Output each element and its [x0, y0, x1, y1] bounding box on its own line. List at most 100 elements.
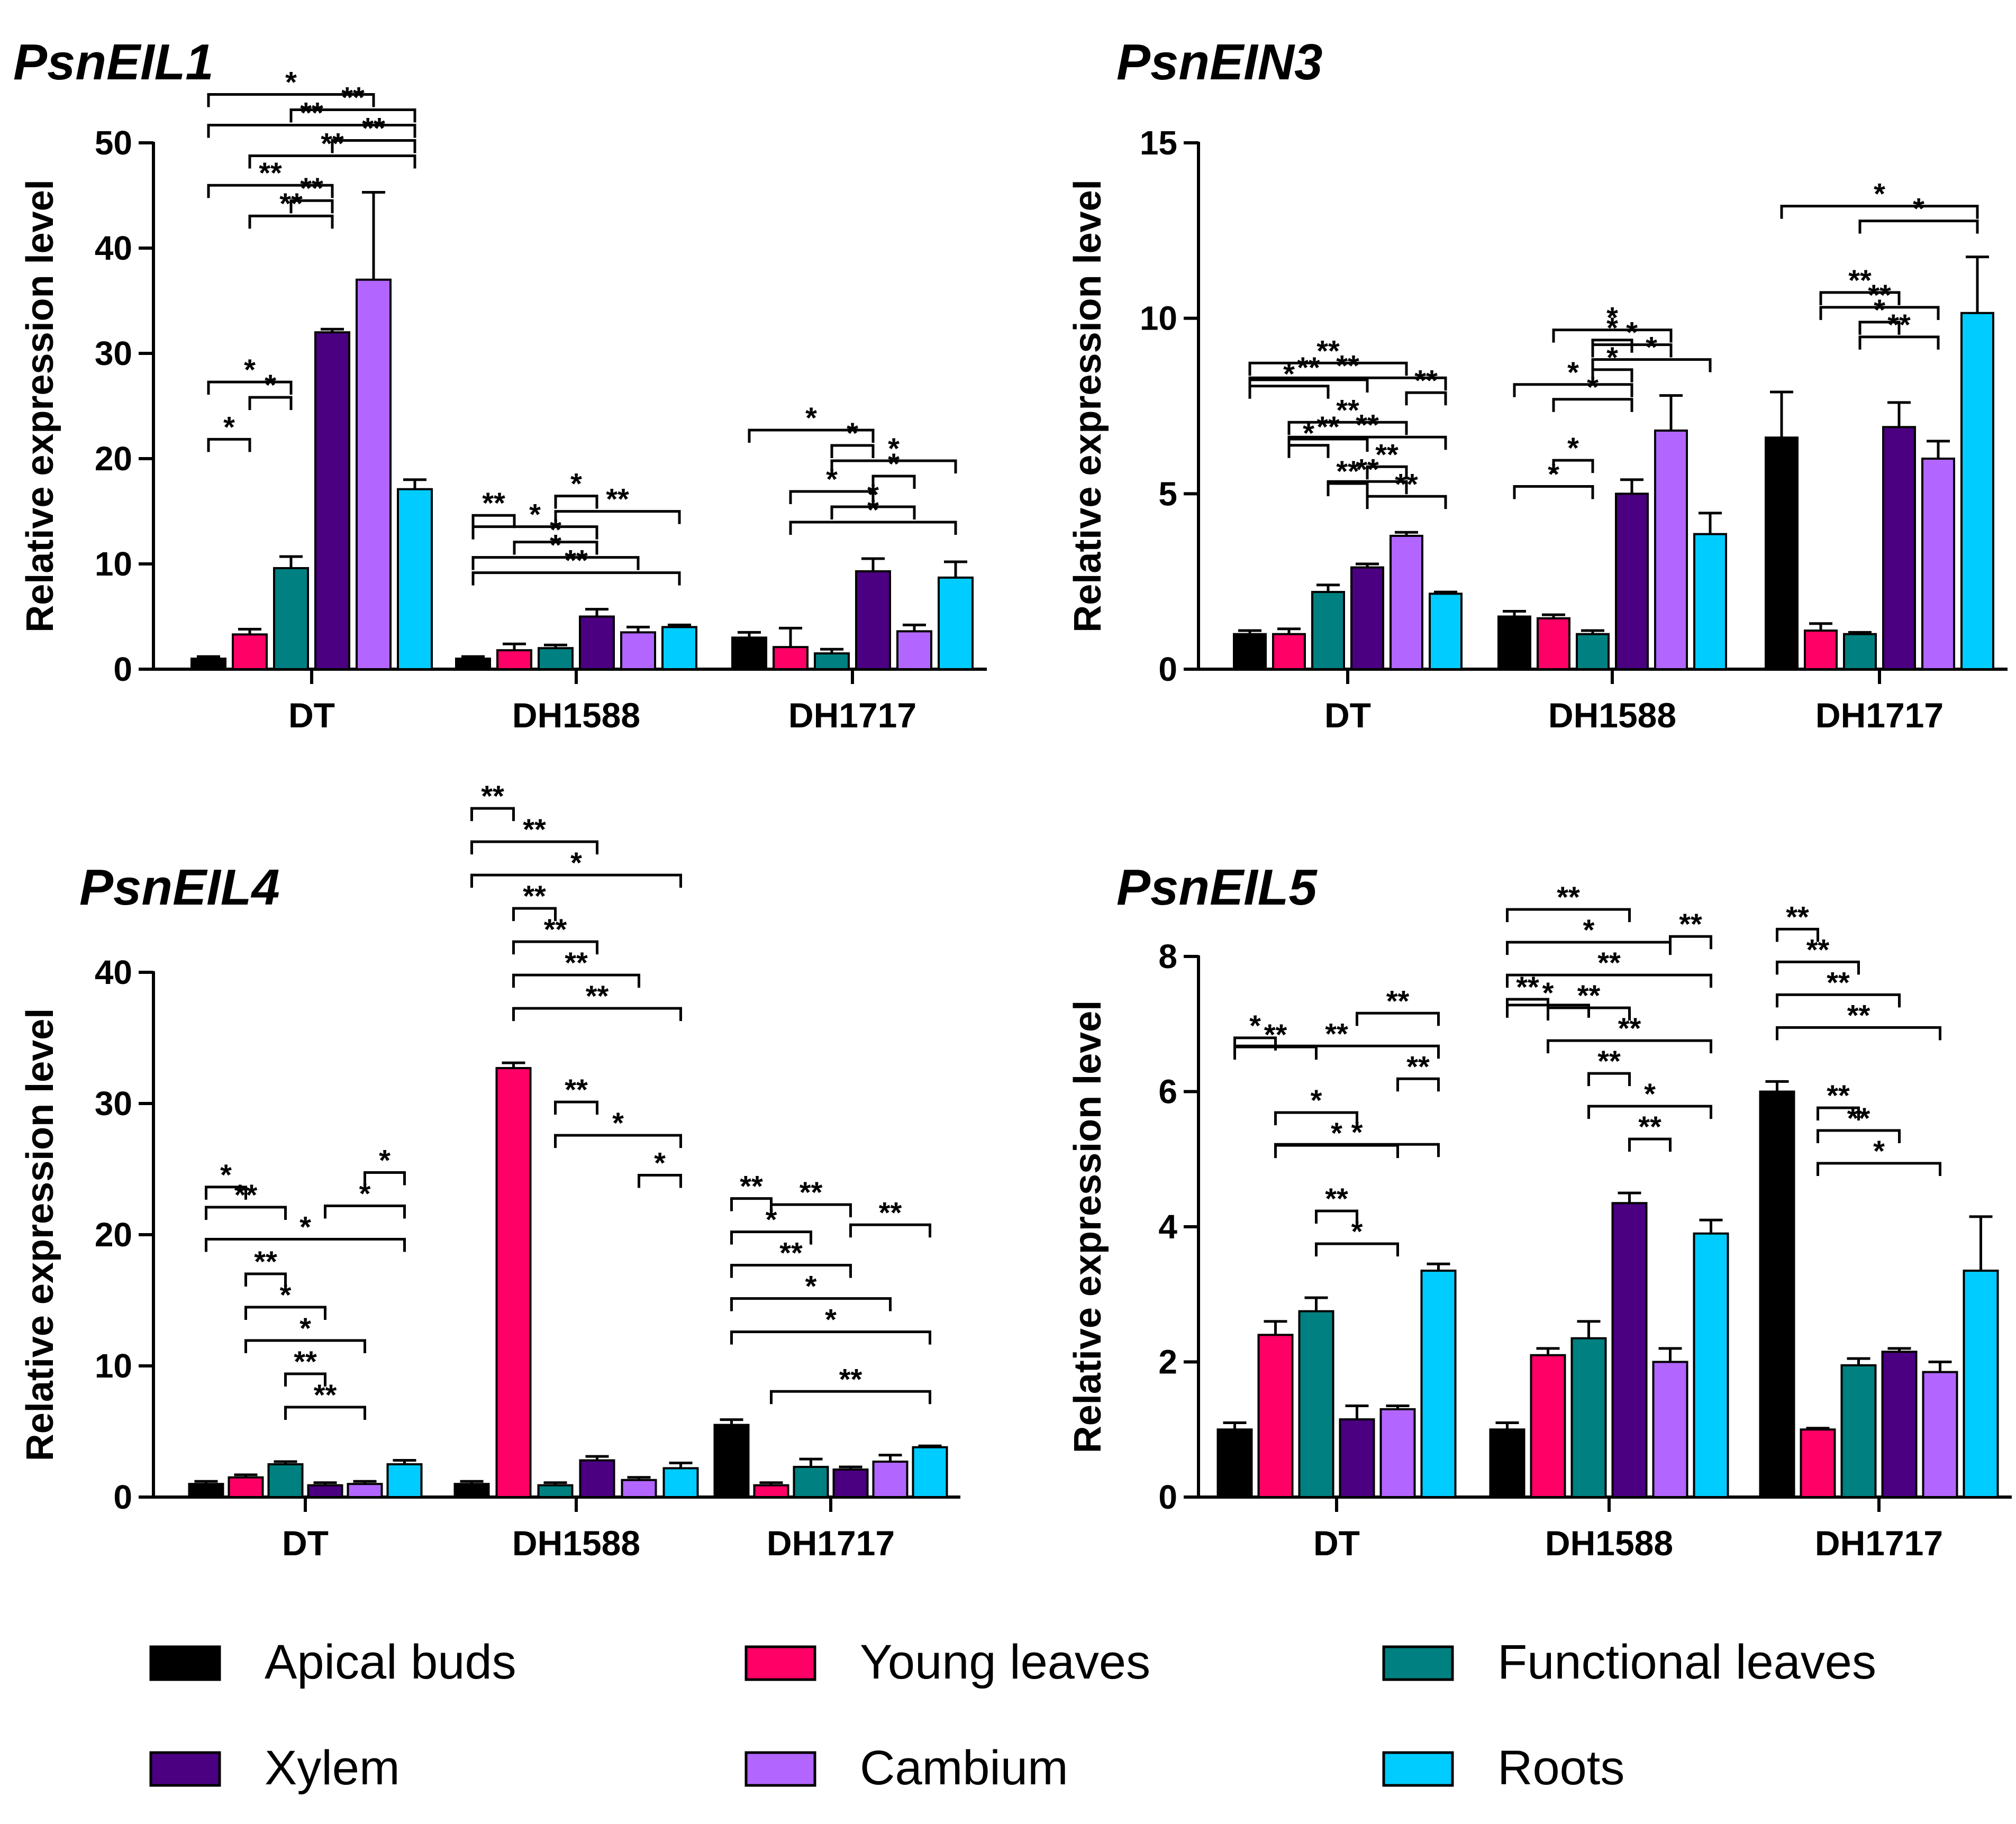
bar-roots: [1963, 1270, 1999, 1499]
significance-bracket: [207, 93, 375, 107]
significance-label: **: [1356, 408, 1379, 441]
bar-functional-leaves: [267, 1463, 304, 1498]
significance-bracket: [284, 1372, 326, 1387]
significance-bracket: [1396, 1077, 1440, 1092]
significance-label: *: [1606, 341, 1618, 374]
significance-bracket: [554, 510, 681, 524]
bar-xylem: [314, 331, 350, 670]
legend-swatch: [744, 1751, 816, 1787]
significance-bracket: [830, 505, 916, 520]
y-tick-label: 5: [1158, 475, 1177, 513]
x-category-label: DH1717: [788, 696, 916, 735]
significance-bracket: [730, 1264, 852, 1278]
significance-label: **: [523, 813, 546, 846]
bar-apical-buds: [188, 1483, 224, 1498]
bar-young-leaves: [753, 1484, 789, 1498]
significance-bracket: [830, 444, 875, 459]
significance-label: **: [523, 879, 546, 913]
x-category-label: DH1588: [512, 696, 640, 735]
significance-bracket: [1513, 383, 1633, 397]
significance-bracket: [1552, 329, 1673, 343]
significance-label: *: [299, 1210, 311, 1244]
bar-functional-leaves: [1843, 633, 1877, 670]
significance-label: *: [1646, 331, 1657, 364]
significance-label: *: [550, 513, 561, 546]
significance-label: **: [800, 1175, 823, 1209]
y-tick-label: 0: [113, 650, 132, 688]
bar-roots: [1420, 1270, 1457, 1499]
panel-eil4: PsnEIL4 Relative expression level 0 10 20 30 4…: [19, 779, 960, 1563]
significance-bracket: [512, 973, 640, 988]
significance-bracket: [512, 1007, 682, 1022]
significance-bracket: [324, 1205, 406, 1219]
significance-bracket: [1858, 321, 1901, 335]
bar-roots: [938, 576, 974, 670]
significance-label: *: [359, 1177, 371, 1210]
significance-bracket: [1817, 1162, 1941, 1176]
significance-bracket: [1817, 1129, 1901, 1143]
y-tick-label: 0: [1158, 1478, 1177, 1516]
significance-bracket: [244, 1339, 366, 1354]
bar-functional-leaves: [537, 1484, 574, 1498]
bar-cambium: [872, 1461, 909, 1499]
significance-bracket: [554, 495, 598, 509]
significance-bracket: [1669, 935, 1712, 950]
significance-bracket: [1776, 993, 1901, 1008]
significance-bracket: [1628, 1137, 1672, 1152]
y-axis-label: Relative expression level: [19, 179, 61, 632]
significance-label: *: [1331, 1116, 1342, 1150]
significance-bracket: [1552, 459, 1594, 473]
x-category-label: DH1717: [767, 1524, 895, 1563]
significance-label: **: [1786, 900, 1809, 933]
y-tick-label: 20: [95, 440, 132, 478]
significance-bracket: [512, 907, 557, 922]
significance-bracket: [1506, 973, 1712, 988]
significance-label: *: [1567, 355, 1579, 389]
significance-label: *: [867, 493, 879, 526]
x-category-label: DT: [1324, 696, 1371, 735]
significance-label: *: [285, 66, 297, 99]
significance-bracket: [1287, 421, 1408, 435]
significance-label: *: [1249, 1009, 1261, 1042]
bar-roots: [1693, 1232, 1729, 1498]
significance-bracket: [1315, 1209, 1358, 1224]
bar-young-leaves: [1257, 1334, 1294, 1498]
significance-bracket: [638, 1174, 682, 1188]
significance-bracket: [1591, 339, 1633, 353]
legend-label: Xylem: [265, 1741, 400, 1795]
significance-bracket: [207, 380, 293, 395]
legend-swatch: [149, 1645, 221, 1681]
significance-bracket: [1552, 398, 1633, 412]
significance-label: *: [220, 1158, 232, 1191]
bar-roots: [661, 626, 697, 671]
significance-bracket: [1506, 998, 1549, 1012]
bar-apical-buds: [1497, 615, 1531, 670]
significance-label: **: [254, 1245, 277, 1278]
legend-label: Roots: [1497, 1741, 1624, 1795]
significance-bracket: [1591, 368, 1633, 382]
legend: Apical buds Young leaves Functional leaves…: [149, 1635, 1876, 1795]
y-tick-label: 30: [95, 334, 132, 372]
y-tick-label: 4: [1158, 1208, 1177, 1246]
x-category-label: DH1717: [1815, 696, 1944, 735]
significance-bracket: [1587, 1105, 1712, 1119]
panel-eil1: PsnEIL1 Relative expression level 0 10 20 30 4…: [13, 34, 987, 735]
bar-xylem: [855, 570, 891, 671]
significance-bracket: [248, 214, 334, 229]
significance-label: *: [888, 432, 900, 465]
bar-young-leaves: [1800, 1428, 1836, 1498]
significance-label: *: [825, 1303, 837, 1336]
legend-label: Apical buds: [265, 1635, 516, 1689]
significance-label: **: [1336, 349, 1359, 382]
significance-label: **: [1827, 965, 1850, 999]
legend-swatch: [1382, 1751, 1454, 1787]
significance-bracket: [789, 521, 957, 535]
significance-bracket: [1819, 291, 1901, 305]
bar-roots: [1960, 312, 1994, 670]
bar-functional-leaves: [1298, 1310, 1334, 1498]
significance-bracket: [1591, 358, 1712, 372]
y-tick-label: 50: [95, 124, 132, 162]
bar-roots: [1429, 592, 1463, 670]
y-tick-label: 40: [95, 229, 132, 267]
significance-label: **: [1316, 334, 1340, 367]
